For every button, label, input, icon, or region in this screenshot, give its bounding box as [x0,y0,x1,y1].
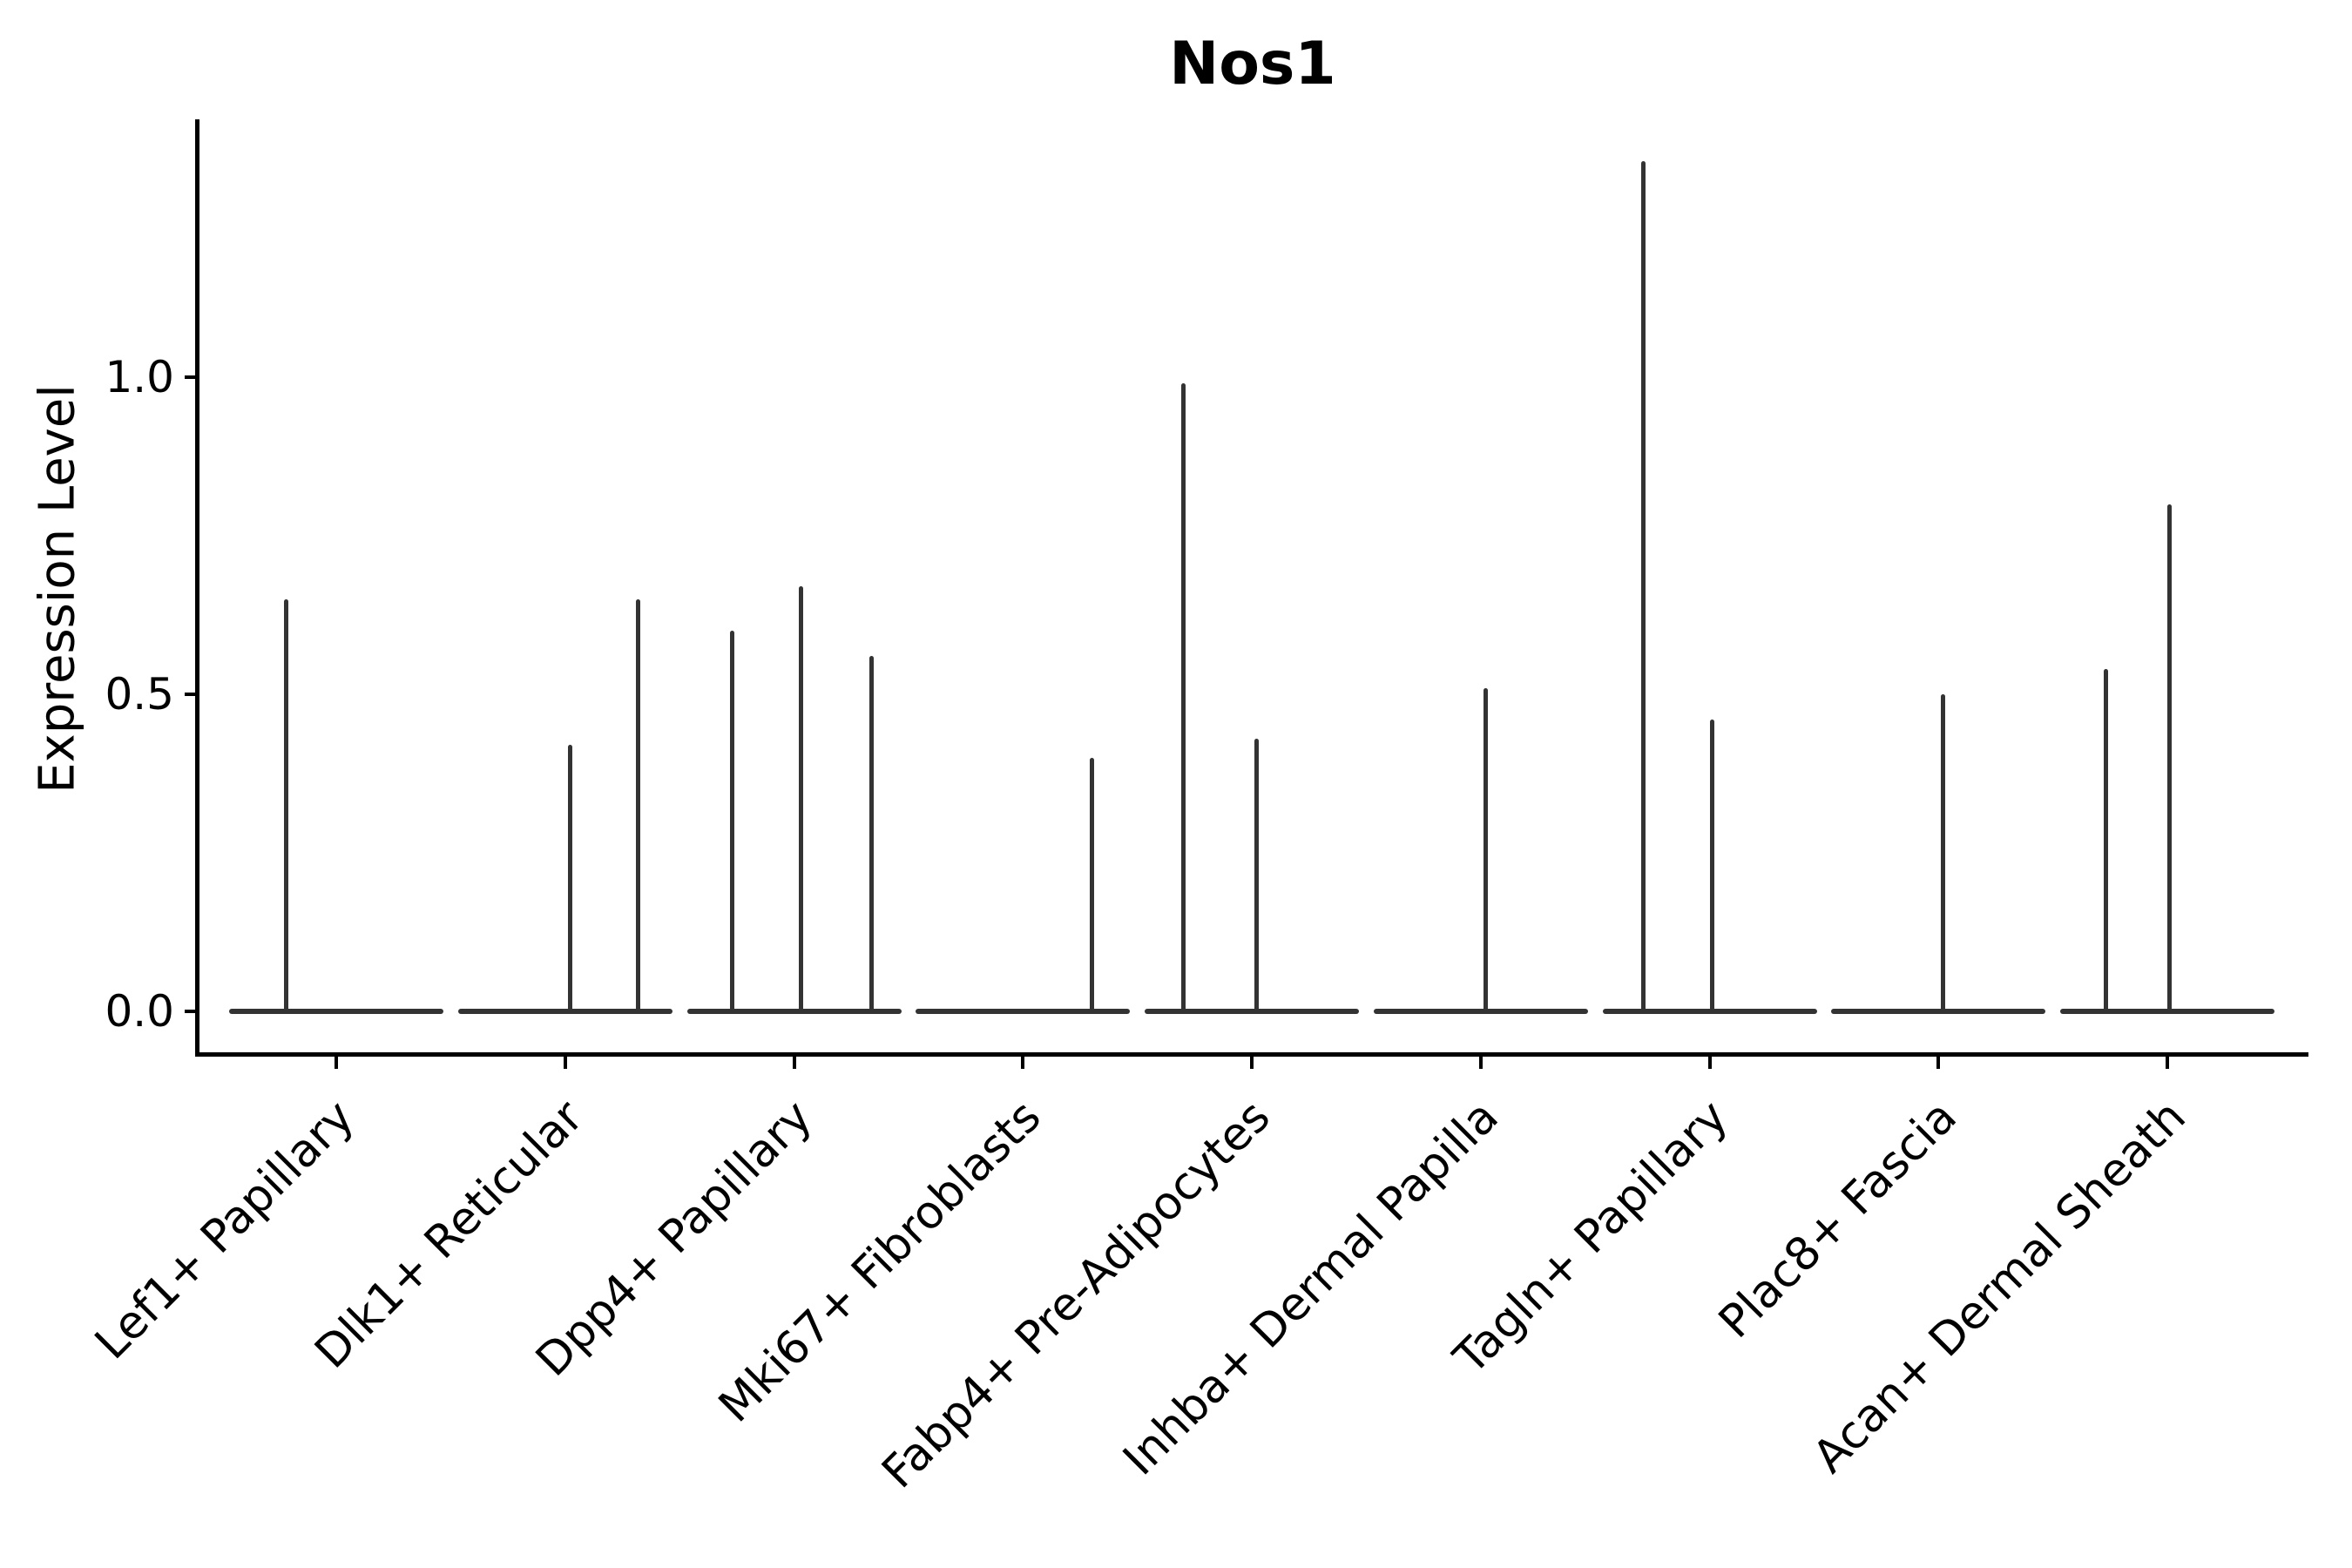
chart-title: Nos1 [1169,30,1336,98]
x-tick [1707,1057,1712,1069]
y-tick-label: 0.0 [105,986,174,1037]
x-tick-label: Acan+ Dermal Sheath [1802,1091,2196,1484]
violin-baseline [1145,1009,1359,1014]
violin-baseline [1373,1009,1588,1014]
x-tick-label: Fabp4+ Pre-Adipocytes [872,1091,1281,1499]
violin-baseline [1831,1009,2046,1014]
violin-spike [1483,687,1488,1014]
y-tick-label: 0.5 [105,669,174,720]
x-tick [1936,1057,1941,1069]
x-tick [1478,1057,1483,1069]
x-tick [335,1057,338,1069]
y-tick [185,693,198,696]
violin-spike [1089,757,1094,1014]
x-tick [1021,1057,1025,1069]
x-tick [563,1057,567,1069]
violin-spike [1941,694,1945,1014]
x-tick [2166,1057,2169,1069]
violin-spike [283,598,288,1014]
x-tick [792,1057,796,1069]
violin-spike [869,656,875,1014]
violin-spike [1254,738,1259,1014]
violin-baseline [686,1009,902,1014]
violin-spike [2167,504,2173,1014]
violin-spike [1709,720,1714,1014]
y-axis-spine [195,119,199,1057]
violin-spike [567,745,572,1014]
violin-spike [730,631,735,1014]
violin-baseline [229,1009,443,1014]
violin-baseline [457,1009,672,1014]
y-tick [185,1010,198,1013]
y-tick-label: 1.0 [105,352,174,402]
x-axis-spine [195,1052,2308,1057]
violin-baseline [1602,1009,1817,1014]
x-tick-label: Plac8+ Fascia [1708,1091,1967,1348]
violin-spike [1180,383,1186,1014]
violin-spike [2103,668,2108,1014]
violin-spike [1640,161,1646,1014]
violin-spike [636,598,641,1014]
violin-baseline [2060,1009,2274,1014]
x-tick [1250,1057,1254,1069]
violin-baseline [916,1009,1131,1014]
x-tick-label: Inhba+ Dermal Papilla [1113,1091,1510,1486]
y-tick [185,375,198,379]
y-axis-label: Expression Level [29,384,86,794]
violin-spike [798,586,803,1014]
